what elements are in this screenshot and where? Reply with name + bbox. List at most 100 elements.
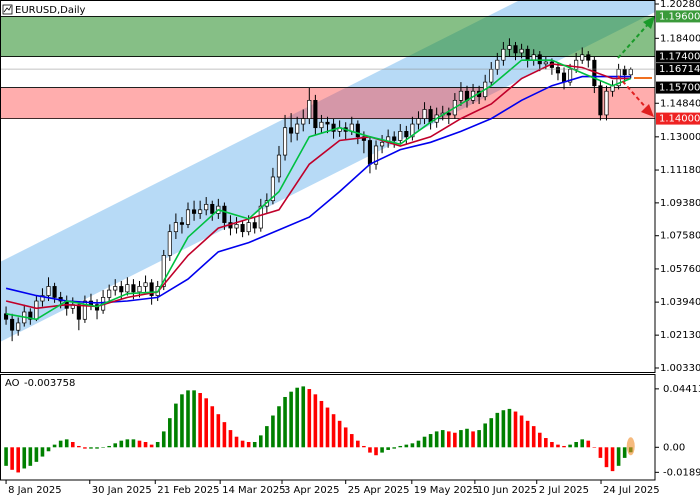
ao-bar [356, 440, 360, 448]
candle-body [258, 205, 263, 229]
ao-bar [471, 431, 475, 448]
ao-bar [574, 441, 578, 448]
candle-body [355, 123, 360, 138]
level-label-box [656, 50, 700, 63]
ao-bar [107, 445, 111, 448]
ao-bar [604, 447, 609, 468]
y-tick-label: 1.18400 [660, 33, 700, 44]
ao-bar [40, 447, 45, 457]
ao-bar [598, 447, 603, 458]
ao-bar [246, 441, 251, 448]
candle-body [410, 123, 415, 138]
ma-line [5, 59, 631, 321]
ao-bar [119, 440, 124, 448]
ao-bar [168, 418, 172, 448]
candle-body [161, 255, 166, 287]
ao-bar [192, 390, 196, 448]
level-label-box [656, 81, 700, 94]
ao-bar [592, 447, 597, 448]
ao-bar [283, 396, 287, 448]
candle-body [404, 131, 409, 138]
ao-bar [46, 447, 51, 452]
ao-bar [10, 447, 14, 470]
candle-body [507, 45, 512, 50]
candle-body [543, 61, 548, 65]
ao-bar [149, 444, 154, 448]
ao-bar [52, 444, 57, 448]
candle-body [94, 304, 100, 311]
ao-bar [349, 434, 354, 448]
candle-body [113, 286, 118, 291]
ao-bar [465, 428, 469, 448]
ao-bar [313, 394, 318, 448]
candle-body [40, 295, 45, 302]
candle-body [446, 112, 451, 116]
x-tick-label: 21 Feb 2025 [157, 485, 219, 496]
ao-bar [483, 423, 487, 448]
ao-bar [70, 441, 75, 448]
candle-body [173, 222, 178, 233]
candle-body [289, 127, 294, 134]
ao-bar [180, 394, 184, 448]
candle-body [422, 109, 427, 119]
ao-bar [610, 447, 615, 472]
x-tick-label: 2 Jul 2025 [539, 485, 589, 496]
candle-body [240, 224, 245, 233]
candle-body [331, 123, 336, 132]
ao-bar [101, 447, 105, 448]
candle-body [301, 118, 306, 125]
candle-body [580, 54, 585, 61]
candle-body [210, 203, 215, 214]
ao-bar [198, 393, 202, 448]
candle-body [179, 222, 184, 225]
ao-bar [307, 389, 312, 448]
y-tick-label: 1.14840 [660, 98, 700, 109]
ao-bar [337, 420, 342, 448]
candle-body [276, 154, 282, 178]
up-arrow-head [643, 16, 655, 29]
ao-bar [562, 445, 566, 448]
last-price-label-box [656, 63, 700, 76]
candle-body [313, 99, 318, 129]
ao-bar [459, 430, 463, 448]
ao-bar [580, 439, 585, 448]
level-label: 1.19600 [659, 11, 700, 22]
ao-bar [446, 431, 451, 448]
candle-body [34, 300, 39, 320]
ao-bar [392, 447, 397, 449]
candle-body [501, 48, 506, 61]
ao-bar [568, 444, 572, 448]
candle-body [495, 59, 500, 70]
y-tick-label: 0.044131 [663, 384, 700, 395]
ao-bar [616, 447, 621, 466]
candle-body [82, 300, 87, 320]
ao-bar [228, 430, 233, 448]
candle-body [622, 68, 627, 76]
ao-bar [374, 447, 378, 456]
level-label: 1.17400 [659, 52, 700, 63]
candle-body [525, 48, 530, 61]
ao-bar [295, 387, 299, 448]
ao-bar [89, 447, 93, 449]
ao-bar [125, 439, 130, 448]
ao-bar [301, 386, 306, 448]
ao-bar [174, 403, 178, 448]
candle-body [610, 85, 615, 92]
plot-layer [0, 16, 655, 473]
ao-bar [22, 447, 27, 469]
ao-bar [319, 400, 324, 448]
y-tick-label: 1.00330 [660, 363, 700, 374]
ao-bar [186, 390, 190, 448]
candle-body [16, 322, 21, 331]
ao-bar [513, 411, 518, 448]
ao-bar [531, 426, 536, 448]
candle-body [519, 48, 524, 54]
ao-bar [586, 440, 591, 448]
candle-body [568, 68, 573, 83]
ao-bar [58, 440, 63, 448]
ao-bar [77, 445, 81, 448]
candle-body [270, 176, 275, 202]
y-tick-label: 1.02130 [660, 330, 700, 341]
ao-bar [501, 410, 506, 448]
